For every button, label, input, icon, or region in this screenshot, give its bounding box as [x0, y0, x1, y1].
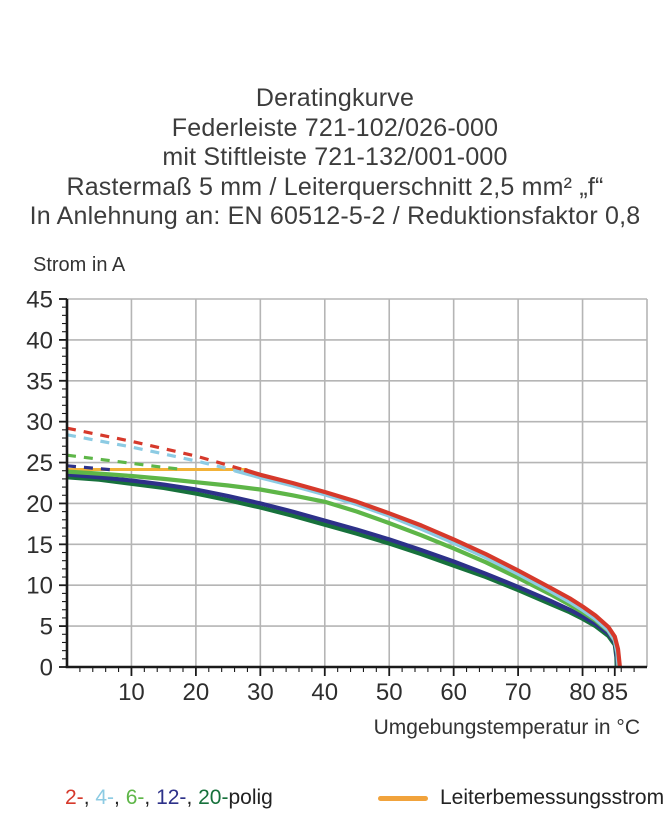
x-tick-label-40: 40: [311, 679, 338, 706]
x-tick-label-80: 80: [569, 679, 596, 706]
series-2-polig-dashed: [66, 426, 245, 472]
legend-pole-2: 2-: [65, 786, 84, 809]
legend-separator: ,: [144, 786, 157, 809]
y-tick-label-30: 30: [26, 409, 53, 436]
x-tick-label-30: 30: [247, 679, 274, 706]
legend-separator: ,: [114, 786, 126, 809]
y-tick-label-35: 35: [26, 368, 53, 395]
title-line-1: Deratingkurve: [255, 84, 415, 112]
y-tick-label-10: 10: [26, 573, 53, 600]
rated-current-label: Leiterbemessungsstrom: [440, 786, 665, 809]
x-axis-title: Umgebungstemperatur in °C: [373, 716, 640, 739]
legend-separator: ,: [83, 786, 96, 809]
legend-separator: ,: [186, 786, 199, 809]
legend-pole-counts: 2-, 4-, 6-, 12-, 20-polig: [65, 786, 273, 810]
legend-pole-20: 20-: [198, 786, 229, 809]
title-block: Deratingkurve Federleiste 721-102/026-00…: [0, 84, 670, 232]
series-4-polig-line: [234, 468, 621, 668]
series-12-polig-line: [66, 472, 620, 668]
y-tick-label-45: 45: [26, 287, 53, 314]
series-12-polig-dashed: [66, 464, 113, 472]
legend-pole-suffix: polig: [228, 786, 273, 809]
series-4-polig-dashed: [66, 433, 235, 472]
x-tick-label-85: 85: [601, 679, 628, 706]
x-tick-label-10: 10: [118, 679, 145, 706]
legend-pole-12: 12-: [156, 786, 187, 809]
x-tick-label-50: 50: [376, 679, 403, 706]
y-tick-label-0: 0: [40, 655, 53, 682]
series-2-polig-line: [243, 467, 622, 668]
y-tick-label-20: 20: [26, 491, 53, 518]
y-axis-title: Strom in A: [33, 254, 126, 276]
derating-chart: 0 5 10 15 20 25 30 35 40 45 10 20 30 40 50 60 70 80 85: [26, 287, 648, 706]
legend-pole-6: 6-: [125, 786, 145, 809]
rated-current-line-swatch: [378, 795, 428, 801]
title-line-4: Rastermaß 5 mm / Leiterquerschnitt 2,5 m…: [66, 172, 604, 201]
x-tick-label-70: 70: [505, 679, 532, 706]
title-line-3: mit Stiftleiste 721-132/001-000: [162, 143, 508, 172]
legend-rated-current: Leiterbemessungsstrom: [378, 786, 664, 810]
title-line-2: Federleiste 721-102/026-000: [171, 113, 499, 142]
legend-pole-4: 4-: [95, 786, 115, 809]
y-tick-label-40: 40: [26, 327, 53, 354]
y-tick-label-15: 15: [26, 532, 53, 559]
title-line-5: In Anlehnung an: EN 60512-5-2 / Reduktio…: [29, 202, 641, 231]
chart-area: 0 5 10 15 20 25 30 35 40 45 10 20 30 40 50 60 70 80 85: [0, 280, 670, 710]
x-tick-label-60: 60: [440, 679, 467, 706]
y-tick-label-5: 5: [40, 614, 53, 641]
series-6-polig-dashed: [66, 453, 184, 472]
x-tick-label-20: 20: [183, 679, 210, 706]
y-tick-label-25: 25: [26, 450, 53, 477]
legend-row: 2-, 4-, 6-, 12-, 20-polig Leiterbemessun…: [0, 784, 670, 818]
